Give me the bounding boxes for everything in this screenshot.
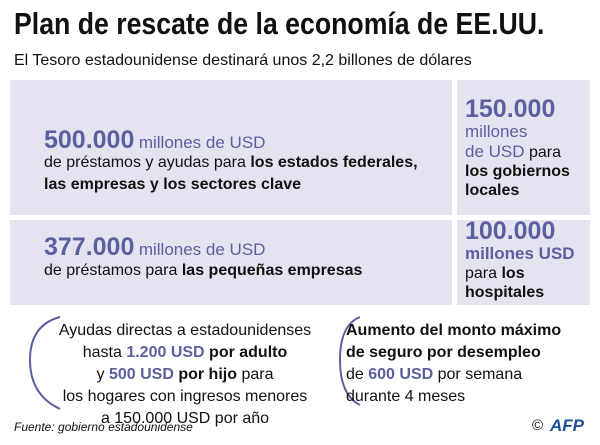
text: de: [346, 366, 369, 383]
direct-aid: Ayudas directas a estadounidenses hasta …: [40, 320, 330, 430]
title: Plan de rescate de la economía de EE.UU.: [14, 6, 545, 41]
box: 377.000 millones de USD de préstamos par…: [10, 220, 452, 305]
box: 500.000 millones de USD de préstamos y a…: [10, 80, 452, 215]
box: 150.000 millones de USD para los gobiern…: [457, 80, 590, 215]
text-line: hasta 1.200 USD por adulto: [40, 342, 330, 364]
text: de préstamos para: [44, 262, 182, 279]
box-text: 150.000 millones de USD para los gobiern…: [465, 97, 587, 200]
text-line: de seguro por desempleo: [346, 344, 541, 361]
brackets: [28, 316, 361, 410]
unemployment: Aumento del monto máximo de seguro por d…: [346, 320, 596, 408]
text: de préstamos y ayudas para: [44, 154, 251, 171]
text-line: las empresas y los sectores clave: [44, 176, 302, 193]
unit: de USD: [465, 142, 525, 161]
amount: 1.200 USD: [126, 344, 205, 361]
text: para: [465, 265, 502, 282]
unit: millones USD: [465, 244, 575, 263]
text: para: [528, 144, 562, 161]
amount: 500 USD: [108, 366, 174, 383]
text-line: durante 4 meses: [346, 388, 466, 405]
text: por adulto: [204, 344, 288, 361]
text: los gobiernos locales: [465, 163, 570, 199]
amount-row: 377.000 millones de USD: [44, 233, 265, 262]
text: y: [96, 366, 109, 383]
amount: 377.000: [44, 233, 135, 261]
subtitle: El Tesoro estadounidense destinará unos …: [14, 52, 472, 69]
unit: millones: [465, 122, 528, 141]
text-line: y 500 USD por hijo para: [40, 364, 330, 386]
unit: millones de USD: [138, 240, 266, 259]
text: hasta: [82, 344, 127, 361]
text: por semana: [433, 366, 523, 383]
bracket: [28, 316, 61, 410]
unit: millones de USD: [138, 133, 266, 152]
text-line: de préstamos para las pequeñas empresas: [44, 260, 362, 282]
amount-row: 500.000 millones de USD: [44, 126, 265, 155]
amount: 100.000: [465, 217, 556, 245]
text-line: a 150.000 USD por año: [100, 410, 270, 427]
text-line: los hogares con ingresos menores: [62, 388, 308, 405]
text: los estados federales,: [250, 154, 418, 171]
amount: 600 USD: [368, 366, 434, 383]
text: por hijo: [173, 366, 237, 383]
text-line: Aumento del monto máximo: [346, 322, 562, 339]
bracket: [338, 316, 361, 406]
amount: 500.000: [44, 126, 135, 154]
box-text: 100.000 millones USD para los hospitales: [465, 219, 589, 302]
text-line: de préstamos y ayudas para los estados f…: [44, 152, 418, 174]
text: para: [237, 366, 274, 383]
text: las pequeñas empresas: [181, 262, 363, 279]
copyright: ©: [532, 417, 544, 434]
text-line: de 600 USD por semana: [346, 364, 596, 386]
amount: 150.000: [465, 95, 556, 123]
logo: AFP: [550, 416, 584, 435]
text: los hospitales: [465, 265, 545, 301]
source: Fuente: gobierno estadounidense: [14, 420, 193, 434]
box: 100.000 millones USD para los hospitales: [457, 219, 590, 305]
text-line: Ayudas directas a estadounidenses: [58, 322, 312, 339]
